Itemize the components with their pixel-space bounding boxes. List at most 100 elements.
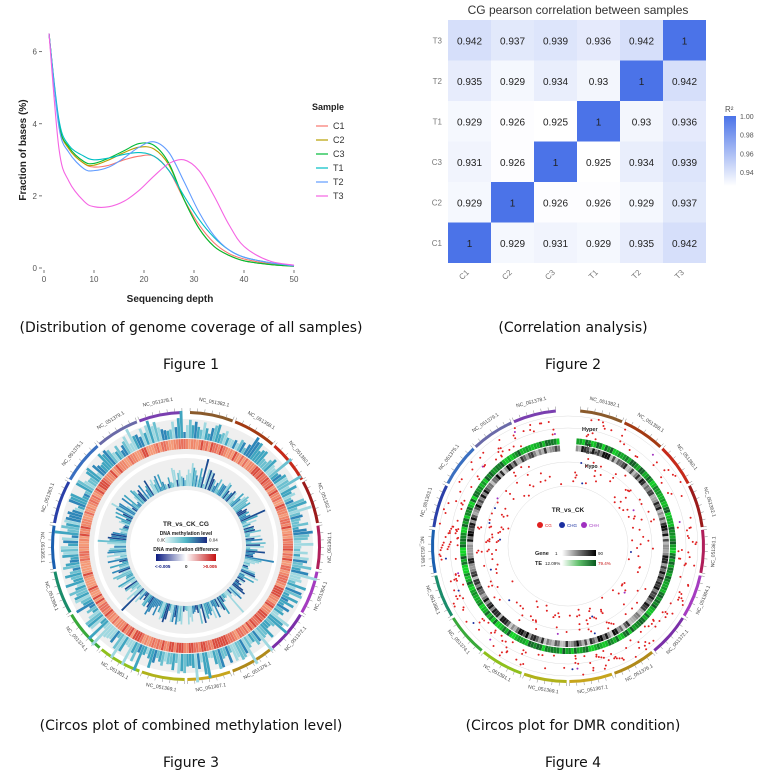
gene-density xyxy=(499,615,506,622)
chromosome-tick xyxy=(689,481,693,483)
heatmap-cell xyxy=(448,20,491,61)
chromosome-tick xyxy=(614,674,617,678)
cell-value: 1 xyxy=(639,77,645,88)
gene-gradient xyxy=(562,550,596,556)
inner-level-bar xyxy=(242,523,251,528)
gene-density xyxy=(527,632,532,640)
gene-density xyxy=(646,597,654,603)
difference-band xyxy=(282,548,293,551)
hypo-dmr-point xyxy=(489,568,492,571)
te-density xyxy=(643,473,650,480)
gene-density xyxy=(580,445,585,453)
level-bar xyxy=(69,559,80,563)
te-density xyxy=(664,511,672,517)
chromosome-tick xyxy=(681,468,685,471)
hypo-dmr-point xyxy=(624,474,627,477)
te-density xyxy=(467,503,475,509)
te-density xyxy=(596,643,601,650)
inner-level-bar xyxy=(164,603,171,620)
hyper-dmr-point xyxy=(499,447,502,450)
gene-density xyxy=(615,458,621,466)
inner-level-bar xyxy=(121,568,131,574)
heatmap-cell xyxy=(534,141,577,182)
chromosome-tick xyxy=(472,443,475,446)
difference-band xyxy=(245,621,254,631)
level-bar xyxy=(257,458,266,467)
gene-density xyxy=(628,468,635,475)
te-density xyxy=(669,550,676,554)
difference-band xyxy=(227,632,234,643)
difference-band xyxy=(119,621,128,632)
gene-density xyxy=(660,524,668,529)
te-density xyxy=(513,451,520,458)
hyper-dmr-point xyxy=(441,544,444,547)
inner-level-bar xyxy=(157,601,164,613)
level-bar xyxy=(211,425,219,442)
te-density xyxy=(637,466,644,474)
hyper-dmr-point xyxy=(553,432,556,435)
gene-density xyxy=(482,597,490,603)
te-density xyxy=(462,567,469,572)
level-bar xyxy=(286,584,296,591)
level-bar xyxy=(251,450,262,462)
te-density xyxy=(503,627,510,635)
inner-level-bar xyxy=(231,583,246,595)
inner-level-bar xyxy=(241,515,258,524)
gene-density xyxy=(505,620,512,628)
chromosome-ring xyxy=(48,408,324,684)
cell-value: 0.942 xyxy=(629,36,654,47)
hypo-dmr-point xyxy=(496,585,499,588)
hyper-dmr-point xyxy=(680,597,683,600)
chromosome-label: NC_051368.1 xyxy=(43,581,59,612)
difference-band xyxy=(79,548,90,552)
hyper-dmr-point xyxy=(589,662,592,665)
hypo-dmr-point xyxy=(593,475,596,478)
chromosome-tick xyxy=(598,679,600,683)
difference-band xyxy=(80,560,91,565)
inner-level-bar xyxy=(223,493,230,501)
diff-max: >0.005 xyxy=(203,564,217,569)
te-density xyxy=(529,641,535,649)
te-density xyxy=(559,647,563,654)
chart-series xyxy=(48,33,295,267)
cell-value: 0.934 xyxy=(629,158,654,169)
te-density xyxy=(669,541,676,545)
chromosome-band xyxy=(138,411,183,423)
difference-band xyxy=(193,642,197,653)
difference-band xyxy=(79,557,91,562)
difference-band xyxy=(282,535,293,539)
hypo-dmr-point xyxy=(647,510,650,513)
inner-level-bar xyxy=(137,493,147,503)
te-density xyxy=(660,585,668,591)
hyper-dmr-point xyxy=(678,557,681,560)
hypo-dmr-point xyxy=(647,539,650,542)
chromosome-tick xyxy=(140,673,142,677)
inner-level-bar xyxy=(121,497,139,511)
chromosome-tick xyxy=(478,651,481,655)
level-bar xyxy=(138,428,148,446)
hypo-dmr-point xyxy=(638,566,641,569)
level-bar xyxy=(64,572,82,579)
te-density xyxy=(584,439,589,446)
te-density xyxy=(652,485,659,491)
chromosome-band xyxy=(432,485,448,528)
te-density xyxy=(463,517,470,522)
difference-band xyxy=(261,478,271,487)
difference-band xyxy=(195,439,199,450)
difference-band xyxy=(86,580,97,587)
hypo-dmr-point xyxy=(632,517,635,520)
gene-density xyxy=(489,480,496,486)
chromosome-tick xyxy=(615,414,618,418)
level-bar xyxy=(170,421,176,439)
te-density xyxy=(667,520,674,525)
te-density xyxy=(570,647,575,654)
inner-level-bar xyxy=(238,573,255,584)
hyper-dmr-point xyxy=(455,530,458,533)
chromosome-tick xyxy=(430,518,434,520)
chromosome-tick xyxy=(288,633,292,636)
gene-density xyxy=(540,637,545,644)
te-density xyxy=(645,475,652,482)
gene-density xyxy=(543,638,548,645)
difference-band xyxy=(280,564,292,569)
inner-level-bar xyxy=(245,535,250,538)
